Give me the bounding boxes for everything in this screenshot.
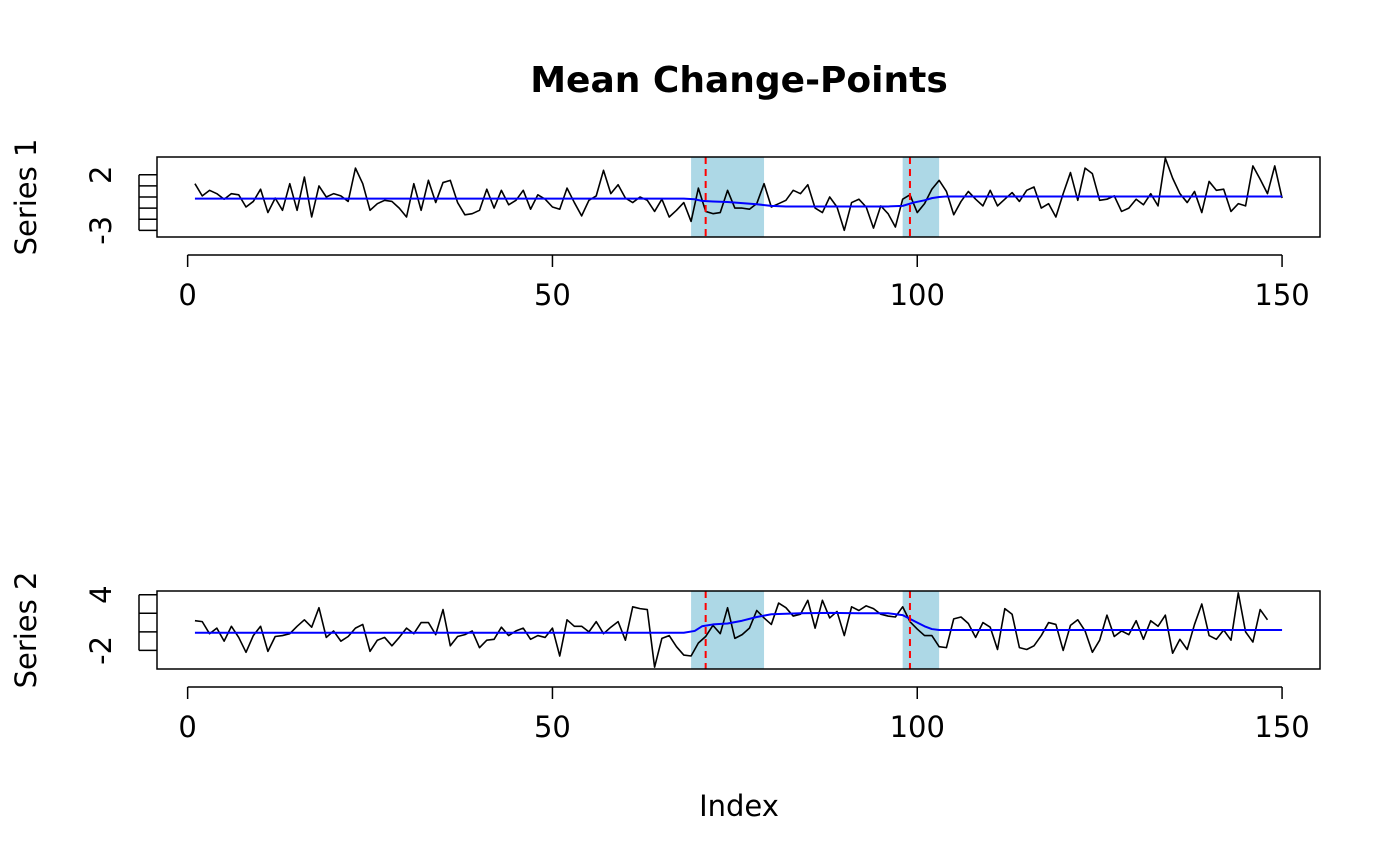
panel-series-1: 0 50 100 150 -3 2 Series 1	[9, 139, 1321, 312]
series-data-line	[194, 157, 1283, 232]
fitted-mean-line	[194, 611, 1283, 634]
chart-title: Mean Change-Points	[530, 60, 948, 101]
plot-area	[194, 591, 1283, 669]
x-tick-label: 100	[890, 278, 945, 312]
panel-series-2: 0 50 100 150 -2 4 Series 2	[9, 572, 1321, 744]
y-tick-label: -3	[84, 216, 118, 245]
x-tick-label: 100	[890, 710, 945, 744]
x-axis-title: Index	[699, 789, 779, 823]
fitted-mean-line	[194, 195, 1283, 208]
plot-area	[194, 157, 1283, 237]
x-tick-label: 150	[1254, 278, 1309, 312]
y-tick-label: -2	[84, 636, 118, 665]
x-tick-label: 50	[534, 278, 571, 312]
y-tick-label: 4	[84, 585, 118, 603]
x-tick-label: 150	[1254, 710, 1309, 744]
plot-frame	[156, 590, 1321, 670]
x-tick-label: 50	[534, 710, 571, 744]
confidence-interval-band	[691, 157, 765, 237]
y-tick-label: 2	[84, 166, 118, 184]
x-tick-label: 0	[178, 710, 196, 744]
y-axis-title: Series 1	[9, 139, 43, 256]
confidence-interval-band	[691, 591, 765, 669]
y-axis-title: Series 2	[9, 572, 43, 689]
x-tick-label: 0	[178, 278, 196, 312]
